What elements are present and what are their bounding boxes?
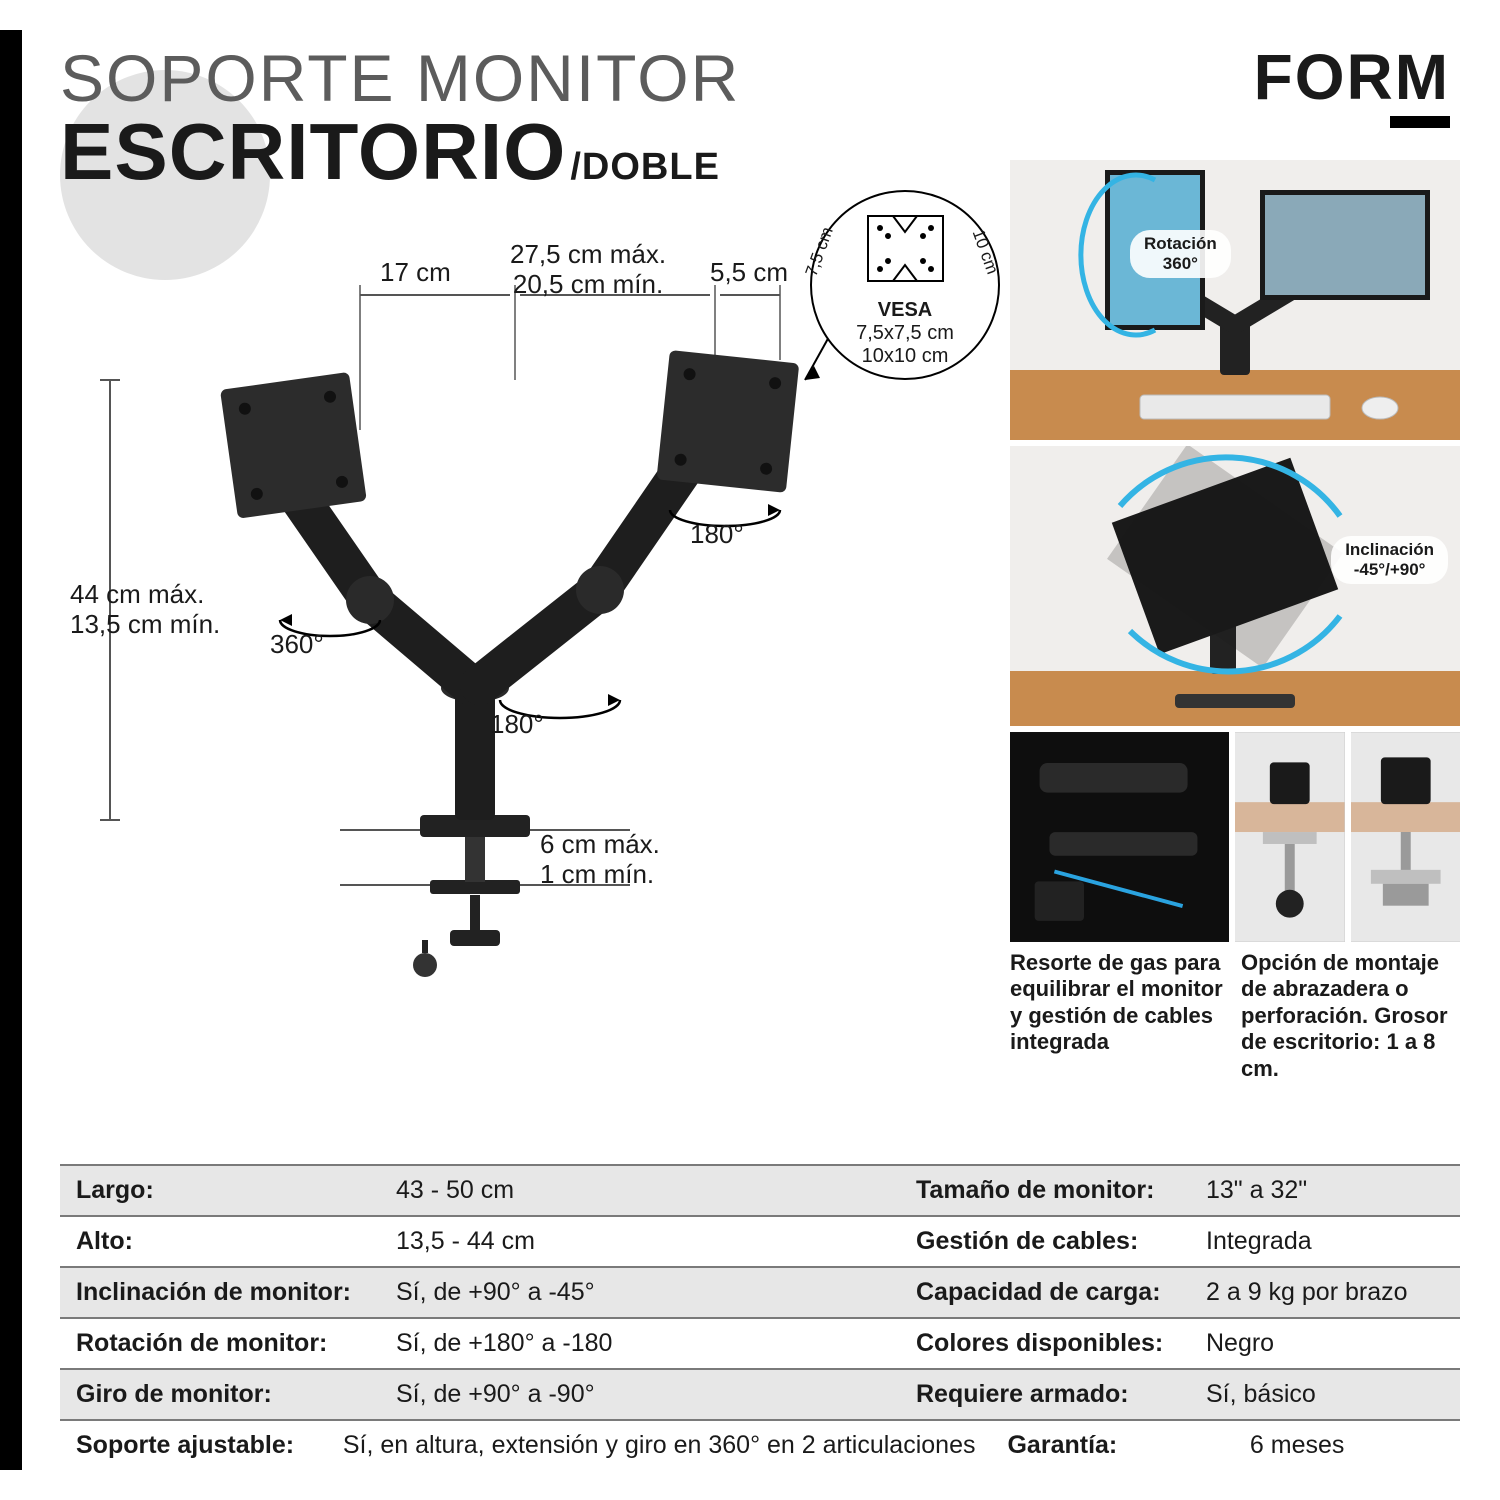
spec-row: Soporte ajustable:Sí, en altura, extensi… — [60, 1419, 1460, 1470]
spec-value: Sí, de +180° a -180 — [380, 1319, 900, 1368]
panel-captions: Resorte de gas para equilibrar el monito… — [1010, 942, 1460, 1082]
anno-clamp-max: 6 cm máx. — [540, 829, 660, 859]
spec-row: Giro de monitor:Sí, de +90° a -90°Requie… — [60, 1368, 1460, 1419]
photo-rotation: Rotación 360° — [1010, 160, 1460, 440]
rotation-badge: Rotación 360° — [1130, 230, 1231, 278]
spec-key: Alto: — [60, 1217, 380, 1266]
anno-height: 44 cm máx. 13,5 cm mín. — [70, 580, 220, 640]
anno-clamp-min: 1 cm mín. — [540, 859, 654, 889]
photo-clamp-mount — [1235, 732, 1345, 942]
spec-key: Largo: — [60, 1166, 380, 1215]
spec-value-2: 6 meses — [1234, 1421, 1460, 1470]
spec-row: Alto:13,5 - 44 cmGestión de cables:Integ… — [60, 1215, 1460, 1266]
spec-value-2: 13" a 32" — [1190, 1166, 1460, 1215]
spec-key: Soporte ajustable: — [60, 1421, 327, 1470]
anno-180-lower: 180° — [490, 710, 544, 740]
spec-value-2: Negro — [1190, 1319, 1460, 1368]
vesa-title: VESA — [812, 299, 998, 322]
spec-key-2: Colores disponibles: — [900, 1319, 1190, 1368]
title-line-2-wrap: ESCRITORIO/DOBLE — [60, 116, 960, 189]
brand-logo: FORM — [1254, 40, 1450, 133]
spec-row: Rotación de monitor:Sí, de +180° a -180C… — [60, 1317, 1460, 1368]
vesa-size-2: 10x10 cm — [812, 345, 998, 368]
spec-value: Sí, en altura, extensión y giro en 360° … — [327, 1421, 992, 1470]
spec-row: Inclinación de monitor:Sí, de +90° a -45… — [60, 1266, 1460, 1317]
tilt-badge-title: Inclinación — [1345, 540, 1434, 559]
spec-value-2: Sí, básico — [1190, 1370, 1460, 1419]
anno-360: 360° — [270, 630, 324, 660]
spec-key: Inclinación de monitor: — [60, 1268, 380, 1317]
anno-forearm-max: 27,5 cm máx. — [510, 239, 666, 269]
title-line-2: ESCRITORIO — [60, 107, 566, 196]
brand-logo-underline — [1390, 116, 1450, 128]
rotation-badge-title: Rotación — [1144, 234, 1217, 253]
anno-forearm-min: 20,5 cm mín. — [513, 269, 663, 299]
title-line-1: SOPORTE MONITOR — [60, 40, 960, 116]
photo-grommet-mount — [1351, 732, 1461, 942]
vesa-plate-icon — [858, 206, 953, 291]
caption-cable-mgmt: Resorte de gas para equilibrar el monito… — [1010, 950, 1229, 1082]
spec-key-2: Requiere armado: — [900, 1370, 1190, 1419]
spec-value-2: Integrada — [1190, 1217, 1460, 1266]
photo-tilt-svg — [1010, 446, 1460, 726]
anno-height-max: 44 cm máx. — [70, 579, 204, 609]
rotation-badge-value: 360° — [1163, 254, 1198, 273]
page-title-block: SOPORTE MONITOR ESCRITORIO/DOBLE — [60, 40, 960, 189]
spec-value: Sí, de +90° a -45° — [380, 1268, 900, 1317]
vesa-callout: 7,5 cm 10 cm VESA 7,5x7,5 cm 10x10 cm — [810, 190, 1000, 380]
vesa-side-2: 10 cm — [968, 227, 1002, 277]
vesa-size-1: 7,5x7,5 cm — [812, 322, 998, 345]
spec-key: Giro de monitor: — [60, 1370, 380, 1419]
photo-tilt: Inclinación -45°/+90° — [1010, 446, 1460, 726]
photo-bottom-row — [1010, 732, 1460, 942]
photo-rotation-svg — [1010, 160, 1460, 440]
spec-key-2: Tamaño de monitor: — [900, 1166, 1190, 1215]
spec-value: 43 - 50 cm — [380, 1166, 900, 1215]
photo-cable-mgmt — [1010, 732, 1229, 942]
anno-180-upper: 180° — [690, 520, 744, 550]
anno-plate-depth: 5,5 cm — [710, 258, 788, 288]
spec-key-2: Garantía: — [991, 1421, 1233, 1470]
title-sub: /DOBLE — [570, 146, 720, 188]
tilt-badge: Inclinación -45°/+90° — [1331, 536, 1448, 584]
caption-mount-options: Opción de montaje de abrazadera o perfor… — [1241, 950, 1460, 1082]
specs-table: Largo:43 - 50 cmTamaño de monitor:13" a … — [60, 1164, 1460, 1470]
spec-key: Rotación de monitor: — [60, 1319, 380, 1368]
spec-value: Sí, de +90° a -90° — [380, 1370, 900, 1419]
anno-height-min: 13,5 cm mín. — [70, 609, 220, 639]
tilt-badge-value: -45°/+90° — [1354, 560, 1426, 579]
anno-clamp: 6 cm máx. 1 cm mín. — [540, 830, 660, 890]
spec-row: Largo:43 - 50 cmTamaño de monitor:13" a … — [60, 1164, 1460, 1215]
spec-key-2: Capacidad de carga: — [900, 1268, 1190, 1317]
anno-upper-arm: 17 cm — [380, 258, 451, 288]
spec-key-2: Gestión de cables: — [900, 1217, 1190, 1266]
brand-logo-text: FORM — [1254, 40, 1450, 114]
left-accent-bar — [0, 30, 22, 1470]
spec-value-2: 2 a 9 kg por brazo — [1190, 1268, 1460, 1317]
spec-value: 13,5 - 44 cm — [380, 1217, 900, 1266]
side-photo-column: Rotación 360° Inclinación -45°/+90° — [1010, 160, 1460, 1082]
anno-forearm: 27,5 cm máx. 20,5 cm mín. — [510, 240, 666, 300]
